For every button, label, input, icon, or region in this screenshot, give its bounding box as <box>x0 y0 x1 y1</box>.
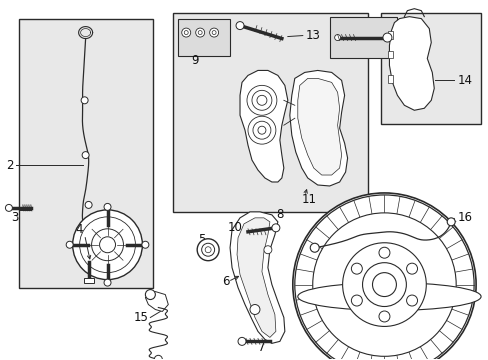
Circle shape <box>252 121 270 139</box>
Circle shape <box>378 247 389 258</box>
Circle shape <box>256 95 266 105</box>
Text: 13: 13 <box>305 29 320 42</box>
Circle shape <box>406 263 417 274</box>
Bar <box>178 19 229 57</box>
Circle shape <box>104 203 111 210</box>
Circle shape <box>249 305 260 315</box>
Text: 15: 15 <box>133 311 148 324</box>
Circle shape <box>197 239 219 261</box>
Circle shape <box>212 31 216 35</box>
Circle shape <box>264 246 271 254</box>
Circle shape <box>80 217 135 273</box>
Circle shape <box>334 35 340 41</box>
Polygon shape <box>237 218 275 337</box>
Circle shape <box>66 241 73 248</box>
Circle shape <box>91 229 123 261</box>
Text: 10: 10 <box>228 221 243 234</box>
Circle shape <box>100 237 115 253</box>
Text: 16: 16 <box>456 211 471 224</box>
Circle shape <box>271 224 279 232</box>
Circle shape <box>238 337 245 345</box>
Circle shape <box>142 241 148 248</box>
Bar <box>173 13 367 212</box>
Text: 11: 11 <box>301 193 316 206</box>
Text: 1: 1 <box>438 275 446 288</box>
Circle shape <box>312 213 455 356</box>
Text: 9: 9 <box>191 54 199 67</box>
Bar <box>381 13 480 124</box>
Polygon shape <box>145 292 168 311</box>
Polygon shape <box>289 71 347 186</box>
Polygon shape <box>388 17 433 110</box>
Text: 7: 7 <box>258 341 265 354</box>
Circle shape <box>82 152 89 159</box>
Circle shape <box>145 289 155 300</box>
Circle shape <box>309 243 319 252</box>
Circle shape <box>195 28 204 37</box>
Polygon shape <box>229 212 285 343</box>
Text: 6: 6 <box>222 275 229 288</box>
Bar <box>387 50 393 58</box>
Text: 3: 3 <box>11 211 18 224</box>
Circle shape <box>258 126 265 134</box>
Circle shape <box>342 243 426 327</box>
Circle shape <box>246 85 276 115</box>
Circle shape <box>184 31 188 35</box>
Circle shape <box>251 90 271 110</box>
Polygon shape <box>297 78 341 175</box>
Circle shape <box>81 97 88 104</box>
Circle shape <box>351 295 362 306</box>
Circle shape <box>378 311 389 322</box>
Bar <box>329 17 397 58</box>
Circle shape <box>209 28 218 37</box>
Bar <box>19 19 153 288</box>
Circle shape <box>201 243 214 256</box>
Circle shape <box>182 28 190 37</box>
Bar <box>387 75 393 84</box>
Circle shape <box>406 295 417 306</box>
Text: 4: 4 <box>76 223 83 236</box>
Circle shape <box>85 201 92 208</box>
Text: 5: 5 <box>197 233 205 246</box>
Circle shape <box>236 22 244 30</box>
Circle shape <box>73 210 142 280</box>
Circle shape <box>205 247 211 253</box>
Circle shape <box>104 279 111 286</box>
Text: -12: -12 <box>399 42 418 55</box>
Circle shape <box>198 31 202 35</box>
Text: 14: 14 <box>456 74 471 87</box>
Circle shape <box>154 355 162 360</box>
Circle shape <box>372 273 396 297</box>
Circle shape <box>292 193 475 360</box>
Polygon shape <box>240 71 287 182</box>
Text: 2: 2 <box>6 158 13 172</box>
Text: 8: 8 <box>276 208 283 221</box>
Bar <box>83 278 93 283</box>
Circle shape <box>362 263 406 306</box>
Circle shape <box>382 33 391 42</box>
Bar <box>387 31 393 39</box>
Circle shape <box>351 263 362 274</box>
Circle shape <box>5 204 12 211</box>
Circle shape <box>247 116 275 144</box>
Ellipse shape <box>297 283 480 310</box>
Circle shape <box>447 218 454 226</box>
